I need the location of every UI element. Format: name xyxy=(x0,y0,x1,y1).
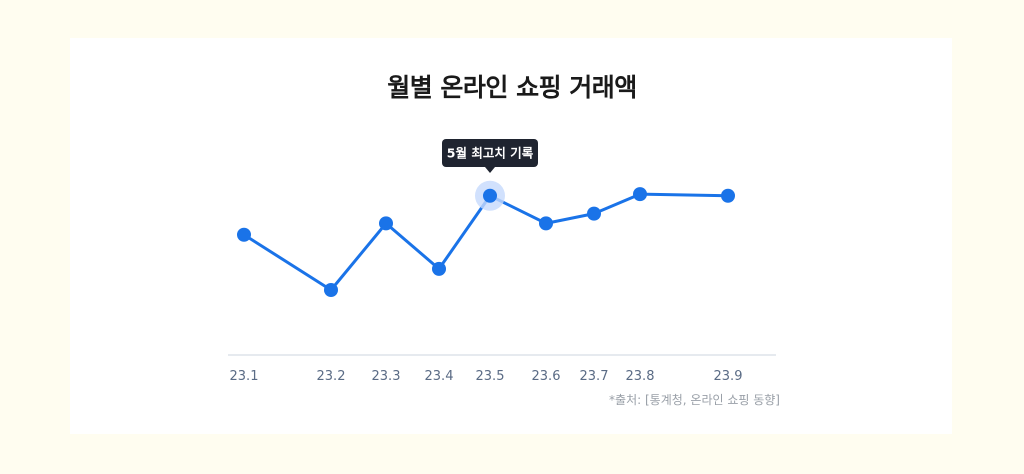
data-point[interactable] xyxy=(379,216,393,231)
x-tick-labels: 23.1 23.2 23.3 23.4 23.5 23.6 23.7 23.8 23.9 xyxy=(230,369,743,384)
source-note: *출처: [통계청, 온라인 쇼핑 동향] xyxy=(609,393,780,407)
x-tick-label: 23.8 xyxy=(626,369,655,384)
x-tick-label: 23.4 xyxy=(425,369,454,384)
x-tick-label: 23.6 xyxy=(532,369,561,384)
x-tick-label: 23.3 xyxy=(372,369,401,384)
x-tick-label: 23.7 xyxy=(580,369,609,384)
x-tick-label: 23.1 xyxy=(230,369,259,384)
annotation-text: 5월 최고치 기록 xyxy=(447,146,534,161)
data-point[interactable] xyxy=(633,187,647,202)
x-tick-label: 23.2 xyxy=(317,369,346,384)
data-point[interactable] xyxy=(483,188,497,203)
peak-annotation: 5월 최고치 기록 xyxy=(442,139,538,173)
data-points xyxy=(237,180,735,297)
annotation-box xyxy=(442,139,538,167)
x-tick-label: 23.5 xyxy=(476,369,505,384)
chart-title: 월별 온라인 쇼핑 거래액 xyxy=(387,73,637,102)
data-point[interactable] xyxy=(324,283,338,297)
x-tick-label: 23.9 xyxy=(714,369,743,384)
data-point[interactable] xyxy=(539,216,553,231)
data-point[interactable] xyxy=(432,261,446,276)
data-point[interactable] xyxy=(721,188,735,203)
chart-card xyxy=(70,38,952,434)
data-point[interactable] xyxy=(587,206,601,221)
data-point[interactable] xyxy=(237,227,251,242)
annotation-pointer xyxy=(485,167,495,173)
